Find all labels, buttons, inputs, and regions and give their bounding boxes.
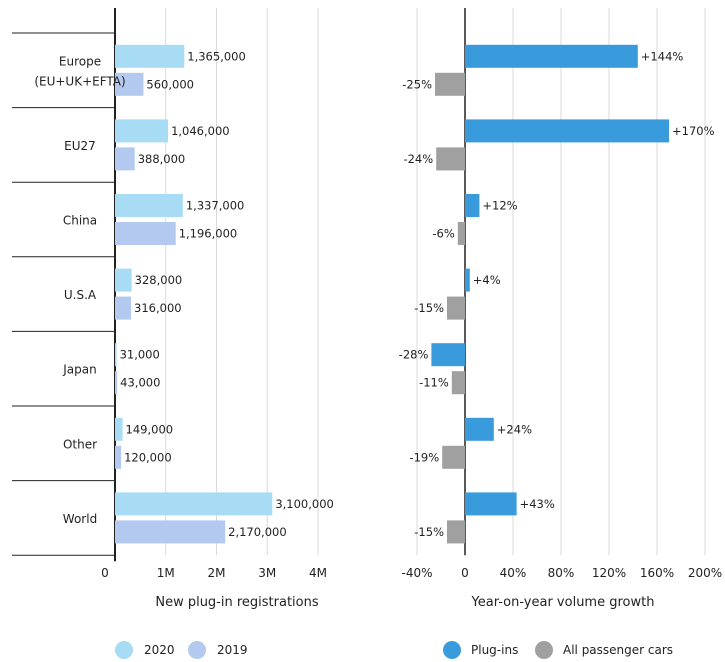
right-x-axis-title: Year-on-year volume growth (471, 595, 655, 610)
data-label-all-passenger-cars-u-s-a: -15% (414, 301, 444, 315)
data-label-all-passenger-cars-world: -15% (414, 525, 444, 539)
bar-2019-europe-eu-uk-efta (115, 72, 144, 96)
left-x-axis-title: New plug-in registrations (155, 595, 319, 610)
right-tick-label-0: -40% (401, 566, 432, 580)
data-label-2019-world: 2,170,000 (228, 525, 287, 539)
bar-plug-ins-japan (431, 343, 465, 367)
data-label-all-passenger-cars-eu27: -24% (403, 152, 433, 166)
legend-swatch-2020 (115, 641, 133, 659)
right-tick-label-5: 160% (640, 566, 674, 580)
bar-all-passenger-cars-other (442, 445, 465, 469)
bar-all-passenger-cars-japan (451, 371, 465, 395)
right-tick-label-6: 200% (688, 566, 722, 580)
right-bars (431, 44, 669, 544)
legend-swatch-all-passenger-cars (535, 641, 553, 659)
bar-2020-u-s-a (115, 268, 132, 292)
right-tick-label-3: 80% (548, 566, 575, 580)
bar-2019-eu27 (115, 147, 135, 171)
bar-plug-ins-other (465, 417, 494, 441)
legend-swatch-2019 (188, 641, 206, 659)
right-tick-label-1: 0 (461, 566, 469, 580)
category-label-japan: Japan (62, 363, 96, 377)
data-label-2020-europe-eu-uk-efta: 1,365,000 (187, 49, 246, 63)
data-label-plug-ins-other: +24% (497, 422, 532, 436)
legend-left: 2020 2019 (115, 641, 248, 659)
data-label-2020-eu27: 1,046,000 (171, 124, 230, 138)
bar-2019-china (115, 222, 176, 245)
labels: Europe (EU+UK+EFTA) EU27 China U.S.A Japan Oth… (34, 49, 714, 539)
data-label-2020-japan: 31,000 (120, 348, 160, 362)
legend-label-2020: 2020 (144, 643, 175, 657)
bar-2019-japan (115, 371, 118, 395)
data-label-2020-u-s-a: 328,000 (135, 273, 183, 287)
category-label-u-s-a: U.S.A (64, 288, 97, 302)
right-tick-label-4: 120% (592, 566, 626, 580)
data-label-all-passenger-cars-other: -19% (409, 450, 439, 464)
bar-2020-other (115, 417, 123, 441)
category-label-other: Other (63, 437, 97, 451)
left-tick-label-2: 2M (208, 566, 226, 580)
legend-swatch-plug-ins (443, 641, 461, 659)
bar-2020-eu27 (115, 119, 169, 143)
data-label-2020-other: 149,000 (126, 422, 174, 436)
right-tick-label-2: 40% (500, 566, 527, 580)
data-label-2020-world: 3,100,000 (275, 497, 334, 511)
legend-right: Plug-ins All passenger cars (443, 641, 673, 659)
bar-2019-u-s-a (115, 296, 132, 320)
category-label-europe-eu-uk-efta-0: Europe (59, 54, 101, 68)
bar-plug-ins-europe-eu-uk-efta (465, 44, 638, 68)
data-label-plug-ins-eu27: +170% (672, 124, 715, 138)
left-tick-label-4: 4M (309, 566, 327, 580)
bar-all-passenger-cars-world (447, 520, 465, 544)
bar-2020-china (115, 194, 183, 217)
data-label-all-passenger-cars-japan: -11% (419, 376, 449, 390)
legend-label-2019: 2019 (217, 643, 248, 657)
left-tick-label-0: 0 (101, 566, 109, 580)
category-label-china: China (63, 214, 97, 228)
left-bars (115, 44, 273, 544)
bar-2019-other (115, 445, 122, 469)
legend-label-plug-ins: Plug-ins (471, 643, 518, 657)
left-tick-label-1: 1M (157, 566, 175, 580)
bar-all-passenger-cars-eu27 (436, 147, 465, 171)
bar-plug-ins-china (465, 194, 480, 217)
bar-2019-world (115, 520, 226, 544)
category-label-world: World (63, 512, 97, 526)
data-label-plug-ins-u-s-a: +4% (473, 273, 501, 287)
bar-2020-europe-eu-uk-efta (115, 44, 185, 68)
data-label-plug-ins-world: +43% (520, 497, 555, 511)
data-label-2019-u-s-a: 316,000 (134, 301, 182, 315)
bar-plug-ins-u-s-a (465, 268, 470, 292)
data-label-2019-china: 1,196,000 (179, 227, 238, 241)
data-label-all-passenger-cars-europe-eu-uk-efta: -25% (402, 77, 432, 91)
bar-2020-japan (115, 343, 117, 367)
category-label-europe-eu-uk-efta-1: (EU+UK+EFTA) (34, 74, 125, 88)
left-tick-label-3: 3M (258, 566, 276, 580)
bar-all-passenger-cars-china (457, 222, 465, 245)
data-label-2019-eu27: 388,000 (138, 152, 186, 166)
tick-labels: 0 1M 2M 3M 4M -40% 0 40% 80% 120% 160% 200% (101, 566, 722, 580)
bar-plug-ins-eu27 (465, 119, 669, 143)
data-label-all-passenger-cars-china: -6% (432, 227, 454, 241)
data-label-plug-ins-china: +12% (482, 199, 517, 213)
data-label-2019-other: 120,000 (124, 450, 172, 464)
data-label-2020-china: 1,337,000 (186, 199, 245, 213)
data-label-2019-japan: 43,000 (120, 376, 160, 390)
legend-label-all-passenger-cars: All passenger cars (563, 643, 673, 657)
bar-2020-world (115, 492, 273, 516)
data-label-plug-ins-japan: -28% (399, 348, 429, 362)
bar-all-passenger-cars-u-s-a (447, 296, 465, 320)
data-label-2019-europe-eu-uk-efta: 560,000 (146, 77, 194, 91)
data-label-plug-ins-europe-eu-uk-efta: +144% (641, 49, 684, 63)
bar-plug-ins-world (465, 492, 517, 516)
category-label-eu27: EU27 (64, 139, 96, 153)
bar-all-passenger-cars-europe-eu-uk-efta (435, 72, 465, 96)
